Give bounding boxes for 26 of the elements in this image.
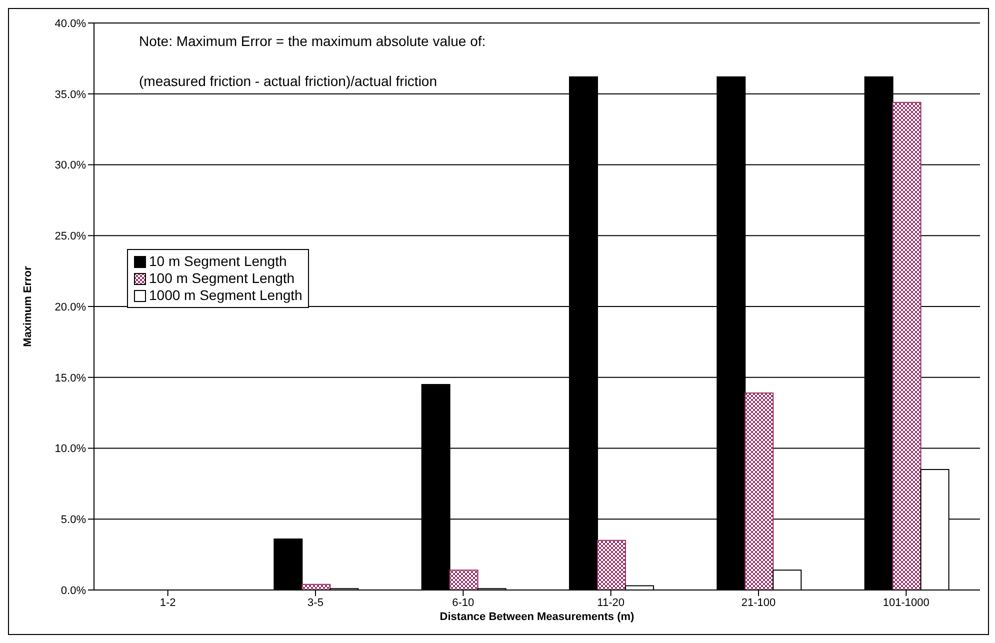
x-tick-label: 6-10 [452,596,474,609]
bar [449,570,478,590]
y-axis-title: Maximum Error [22,265,34,347]
y-tick-label: 15.0% [54,372,86,384]
x-tick-label: 21-100 [741,596,776,609]
y-tick-label: 20.0% [54,301,86,314]
bar [744,392,774,590]
x-tick-label: 101-1000 [882,596,930,609]
y-tick-label: 40.0% [54,18,86,30]
x-axis-title: Distance Between Measurements (m) [440,611,635,623]
y-tick-label: 35.0% [54,88,86,101]
x-tick-label: 3-5 [308,596,324,609]
legend-label: 100 m Segment Length [149,270,295,287]
legend-label: 10 m Segment Length [149,253,287,270]
legend-label: 1000 m Segment Length [149,287,302,304]
bar [596,540,626,590]
y-tick-label: 5.0% [60,514,86,526]
y-tick-label: 25.0% [54,230,86,243]
y-tick-label: 10.0% [54,443,86,456]
annotation: Note: Maximum Error = the maximum absolute value of: [139,33,486,49]
bar [892,102,922,590]
x-tick-label: 1-2 [160,596,176,609]
y-tick-label: 0.0% [60,584,86,597]
annotation: (measured friction - actual friction)/actual friction [139,73,437,89]
x-tick-label: 11-20 [597,596,624,609]
y-tick-label: 30.0% [54,160,86,172]
